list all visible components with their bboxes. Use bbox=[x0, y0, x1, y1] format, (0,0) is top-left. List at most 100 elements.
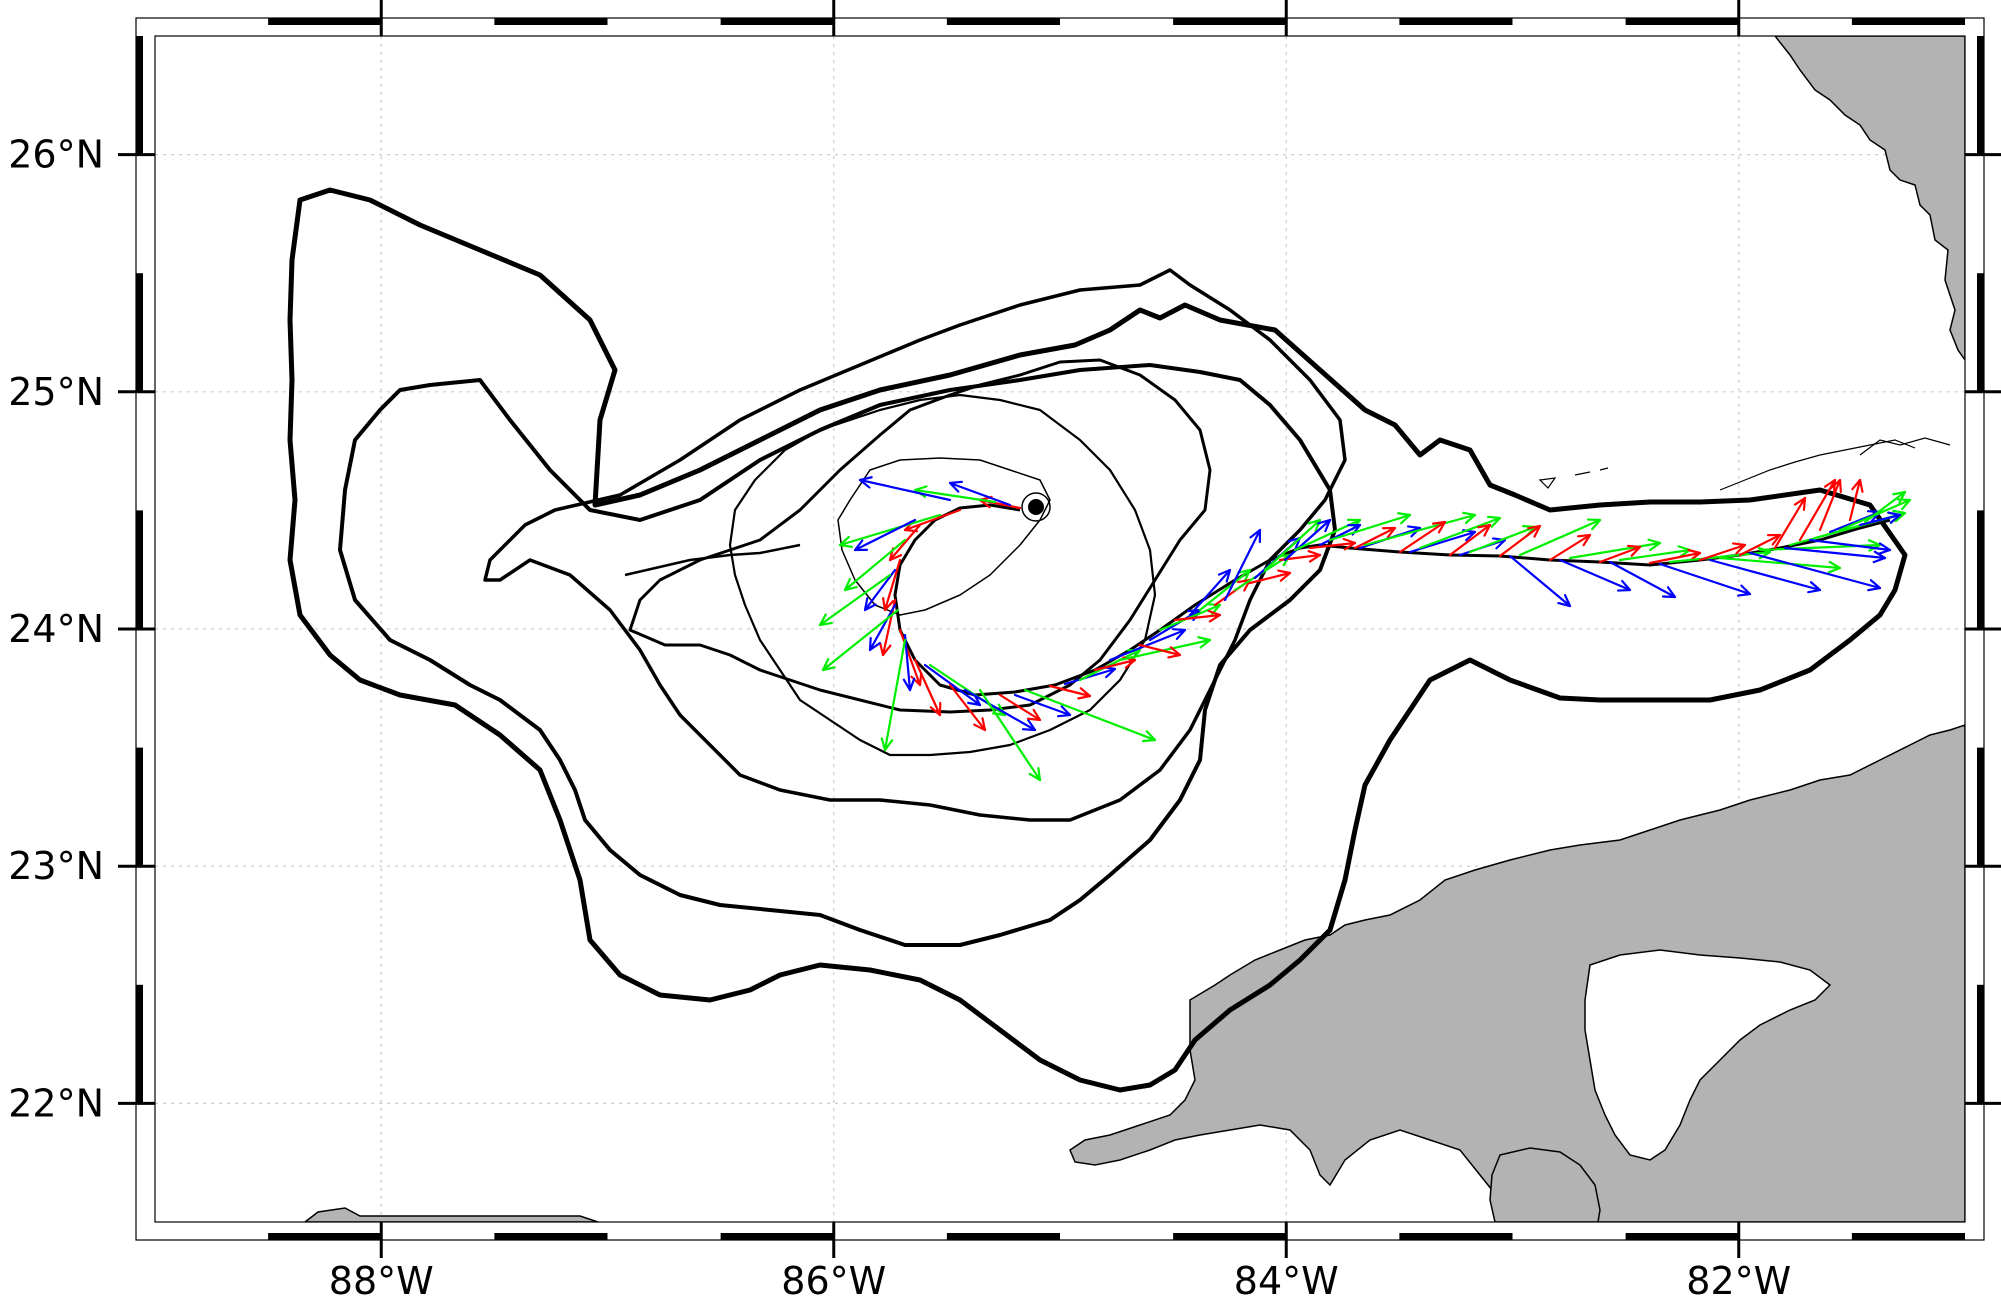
frame-segment-right bbox=[1977, 273, 1984, 392]
velocity-arrow-green bbox=[1863, 490, 1907, 524]
velocity-arrow-green bbox=[1418, 515, 1502, 550]
velocity-arrow-red bbox=[1448, 523, 1492, 557]
frame-segment-left bbox=[136, 273, 143, 392]
lon-tick-label: 84°W bbox=[1234, 1259, 1339, 1300]
velocity-arrow-red bbox=[1548, 533, 1592, 562]
frame-segment-bottom bbox=[268, 1233, 382, 1240]
origin-marker bbox=[1021, 492, 1051, 522]
velocity-arrow-red bbox=[1648, 548, 1702, 565]
velocity-arrow-green bbox=[818, 573, 892, 627]
velocity-arrow-red bbox=[1498, 524, 1542, 558]
frame-segment-left bbox=[136, 36, 143, 155]
velocity-arrow-red bbox=[1173, 609, 1222, 623]
frame-segment-left bbox=[136, 984, 143, 1104]
velocity-vectors bbox=[818, 476, 1912, 782]
contour-outer bbox=[287, 187, 1908, 1093]
frame-segment-bottom bbox=[494, 1233, 608, 1240]
velocity-arrow-green bbox=[843, 538, 907, 592]
florida-land bbox=[1774, 36, 1965, 362]
velocity-arrow-blue bbox=[868, 603, 897, 652]
velocity-arrow-red bbox=[1798, 478, 1837, 542]
velocity-arrow-blue bbox=[1508, 554, 1572, 608]
tick-labels: 88°W 86°W 84°W 82°W 26°N 25°N 24°N 23°N 22°N bbox=[8, 0, 2001, 1300]
lat-tick-label: 22°N bbox=[8, 1081, 104, 1125]
frame-segment-top bbox=[494, 18, 608, 25]
frame-segments bbox=[136, 18, 1984, 1240]
lat-tick-label: 25°N bbox=[8, 370, 104, 414]
velocity-arrow-blue bbox=[1808, 538, 1892, 555]
velocity-arrow-blue bbox=[902, 633, 916, 692]
contour-loop bbox=[837, 457, 1051, 616]
frame-segment-right bbox=[1977, 984, 1984, 1104]
cuba-bay-water bbox=[1584, 949, 1832, 1161]
frame-segment-top bbox=[268, 18, 382, 25]
velocity-arrow-blue bbox=[858, 476, 952, 502]
frame-segment-bottom bbox=[1399, 1233, 1513, 1240]
velocity-arrow-red bbox=[1248, 569, 1292, 585]
velocity-arrow-blue bbox=[1858, 511, 1902, 527]
frame-segment-left bbox=[136, 510, 143, 629]
velocity-arrow-red bbox=[1048, 684, 1092, 700]
velocity-arrow-green bbox=[1328, 512, 1412, 542]
contour-inner bbox=[728, 393, 1157, 757]
velocity-arrow-red bbox=[1353, 526, 1397, 550]
velocity-arrow-red bbox=[1848, 478, 1864, 522]
cross-line bbox=[624, 543, 801, 577]
frame-segment-bottom bbox=[1625, 1233, 1739, 1240]
velocity-arrow-green bbox=[1363, 511, 1477, 547]
velocity-arrow-green bbox=[978, 688, 1042, 782]
lon-tick-label: 88°W bbox=[329, 1259, 434, 1300]
frame-segment-top bbox=[1173, 18, 1287, 25]
velocity-arrow-red bbox=[1773, 496, 1807, 550]
velocity-arrow-green bbox=[1718, 556, 1842, 574]
velocity-arrow-blue bbox=[1283, 518, 1332, 562]
velocity-arrow-blue bbox=[1608, 560, 1677, 599]
velocity-arrow-green bbox=[838, 513, 942, 548]
velocity-arrow-blue bbox=[948, 480, 1012, 507]
velocity-arrow-blue bbox=[923, 663, 982, 707]
frame-segment-top bbox=[1851, 18, 1965, 25]
velocity-arrow-blue bbox=[1748, 551, 1882, 592]
velocity-arrow-blue bbox=[1013, 693, 1072, 718]
frame-segment-top bbox=[1625, 18, 1739, 25]
velocity-arrow-green bbox=[1118, 636, 1212, 662]
velocity-arrow-red bbox=[1398, 520, 1447, 554]
lon-tick-label: 86°W bbox=[781, 1259, 886, 1300]
velocity-arrow-green bbox=[1198, 568, 1252, 612]
velocity-arrow-blue bbox=[1223, 528, 1262, 602]
velocity-arrow-blue bbox=[863, 568, 897, 612]
velocity-arrow-red bbox=[1738, 533, 1782, 557]
velocity-arrow-blue bbox=[1708, 558, 1822, 594]
velocity-arrow-red bbox=[1598, 544, 1642, 564]
velocity-arrow-blue bbox=[1108, 628, 1187, 662]
frame-segment-top bbox=[946, 18, 1060, 25]
frame-segment-left bbox=[136, 747, 143, 867]
velocity-arrow-red bbox=[1308, 537, 1357, 551]
contour-2 bbox=[338, 363, 1337, 947]
velocity-arrow-green bbox=[1023, 688, 1157, 743]
frame-segment-bottom bbox=[720, 1233, 834, 1240]
velocity-arrow-red bbox=[1818, 478, 1842, 532]
velocity-arrow-red bbox=[913, 658, 942, 717]
frame-segment-right bbox=[1977, 510, 1984, 629]
velocity-arrow-green bbox=[821, 608, 900, 672]
lon-tick-label: 82°W bbox=[1686, 1259, 1791, 1300]
lat-tick-label: 26°N bbox=[8, 133, 104, 177]
velocity-arrow-blue bbox=[963, 688, 1037, 732]
velocity-arrow-green bbox=[1568, 538, 1662, 560]
velocity-arrow-blue bbox=[1558, 558, 1632, 592]
frame-segment-right bbox=[1977, 747, 1984, 867]
isla-juventud-land bbox=[1489, 1147, 1601, 1222]
velocity-arrow-green bbox=[1518, 518, 1602, 557]
velocity-arrow-blue bbox=[853, 518, 917, 552]
velocity-arrow-blue bbox=[1658, 562, 1752, 597]
frame-segment-bottom bbox=[1173, 1233, 1287, 1240]
velocity-arrow-red bbox=[948, 683, 987, 732]
eddy-contours bbox=[287, 187, 1908, 1093]
velocity-arrow-green bbox=[1263, 518, 1322, 572]
velocity-arrow-red bbox=[888, 523, 922, 562]
velocity-arrow-red bbox=[1138, 643, 1182, 659]
frame-segment-right bbox=[1977, 36, 1984, 155]
frame-segment-bottom bbox=[946, 1233, 1060, 1240]
